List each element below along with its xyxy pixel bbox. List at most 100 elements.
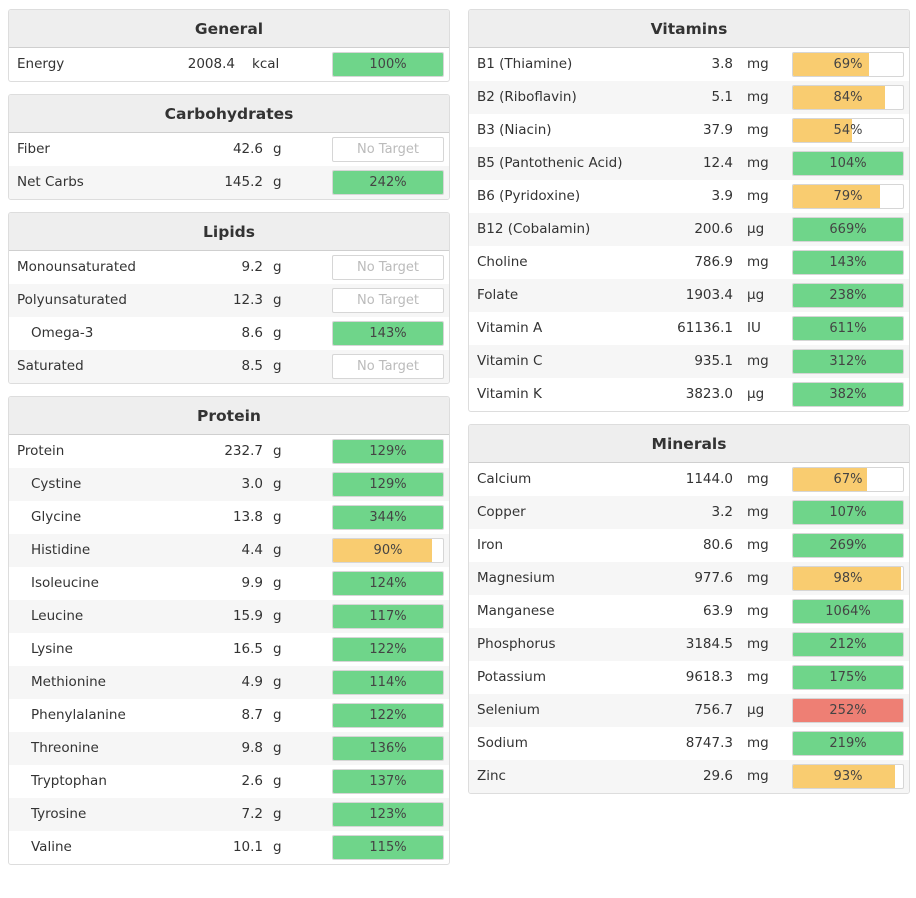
nutrient-row-leucine[interactable]: Leucine 15.9 g 117%: [9, 600, 449, 633]
target-progress-fill: [793, 86, 886, 109]
target-progress-bar: 90%: [332, 538, 444, 563]
target-progress-fill: [793, 468, 867, 491]
target-progress-bar: 117%: [332, 604, 444, 629]
nutrient-row-fiber[interactable]: Fiber 42.6 g No Target: [9, 133, 449, 166]
target-progress-fill: [793, 534, 903, 557]
target-percent-label: 98%: [833, 571, 863, 586]
nutrient-row-b1-thiamine[interactable]: B1 (Thiamine) 3.8 mg 69%: [469, 48, 909, 81]
target-progress-fill: [793, 732, 903, 755]
nutrient-row-selenium[interactable]: Selenium 756.7 µg 252%: [469, 694, 909, 727]
nutrient-row-energy[interactable]: Energy 2008.4 kcal 100%: [9, 48, 449, 81]
target-percent-label: 100%: [369, 57, 407, 72]
nutrient-row-b3-niacin[interactable]: B3 (Niacin) 37.9 mg 54%: [469, 114, 909, 147]
nutrient-row-phenylalanine[interactable]: Phenylalanine 8.7 g 122%: [9, 699, 449, 732]
target-progress-bar: 93%: [792, 764, 904, 789]
nutrient-row-saturated[interactable]: Saturated 8.5 g No Target: [9, 350, 449, 383]
nutrient-row-calcium[interactable]: Calcium 1144.0 mg 67%: [469, 463, 909, 496]
nutrient-row-iron[interactable]: Iron 80.6 mg 269%: [469, 529, 909, 562]
nutrient-row-net-carbs[interactable]: Net Carbs 145.2 g 242%: [9, 166, 449, 199]
nutrient-amount: 12.4: [702, 155, 733, 171]
panel-carbohydrates: Carbohydrates Fiber 42.6 g No Target Net Carb…: [8, 94, 450, 200]
target-progress-fill: [793, 152, 903, 175]
nutrient-amount: 3.2: [711, 504, 733, 520]
nutrient-unit: IU: [747, 320, 761, 336]
nutrient-amount: 4.9: [241, 674, 263, 690]
nutrient-row-tyrosine[interactable]: Tyrosine 7.2 g 123%: [9, 798, 449, 831]
target-percent-label: 212%: [829, 637, 867, 652]
nutrient-row-b2-riboflavin[interactable]: B2 (Riboflavin) 5.1 mg 84%: [469, 81, 909, 114]
nutrient-name: Polyunsaturated: [17, 292, 127, 308]
nutrient-row-folate[interactable]: Folate 1903.4 µg 238%: [469, 279, 909, 312]
nutrient-row-cystine[interactable]: Cystine 3.0 g 129%: [9, 468, 449, 501]
nutrient-name: Magnesium: [477, 570, 555, 586]
nutrient-name: Tyrosine: [31, 806, 87, 822]
nutrient-row-polyunsaturated[interactable]: Polyunsaturated 12.3 g No Target: [9, 284, 449, 317]
target-progress-bar: 382%: [792, 382, 904, 407]
target-progress-fill: [333, 770, 443, 793]
nutrient-unit: g: [273, 325, 282, 341]
nutrient-row-vitamin-c[interactable]: Vitamin C 935.1 mg 312%: [469, 345, 909, 378]
nutrient-row-histidine[interactable]: Histidine 4.4 g 90%: [9, 534, 449, 567]
target-percent-label: 312%: [829, 354, 867, 369]
nutrient-unit: mg: [747, 89, 769, 105]
nutrient-row-b12-cobalamin[interactable]: B12 (Cobalamin) 200.6 µg 669%: [469, 213, 909, 246]
nutrient-row-sodium[interactable]: Sodium 8747.3 mg 219%: [469, 727, 909, 760]
target-percent-label: 79%: [833, 189, 863, 204]
target-percent-label: 122%: [369, 642, 407, 657]
nutrient-row-zinc[interactable]: Zinc 29.6 mg 93%: [469, 760, 909, 793]
nutrient-row-glycine[interactable]: Glycine 13.8 g 344%: [9, 501, 449, 534]
nutrient-row-tryptophan[interactable]: Tryptophan 2.6 g 137%: [9, 765, 449, 798]
nutrient-row-omega-3[interactable]: Omega-3 8.6 g 143%: [9, 317, 449, 350]
nutrient-row-copper[interactable]: Copper 3.2 mg 107%: [469, 496, 909, 529]
left-column: General Energy 2008.4 kcal 100% Carbohydrates…: [8, 9, 450, 877]
target-progress-bar: No Target: [332, 137, 444, 162]
target-percent-label: 114%: [369, 675, 407, 690]
nutrient-amount: 786.9: [694, 254, 733, 270]
nutrient-row-phosphorus[interactable]: Phosphorus 3184.5 mg 212%: [469, 628, 909, 661]
nutrient-amount: 200.6: [694, 221, 733, 237]
nutrient-amount: 5.1: [711, 89, 733, 105]
nutrient-amount: 16.5: [232, 641, 263, 657]
target-progress-fill: [793, 350, 903, 373]
panel-title: Minerals: [469, 425, 909, 463]
nutrient-row-valine[interactable]: Valine 10.1 g 115%: [9, 831, 449, 864]
target-progress-bar: 129%: [332, 472, 444, 497]
nutrient-row-potassium[interactable]: Potassium 9618.3 mg 175%: [469, 661, 909, 694]
nutrient-amount: 1144.0: [685, 471, 733, 487]
nutrient-unit: mg: [747, 254, 769, 270]
target-progress-bar: 104%: [792, 151, 904, 176]
nutrient-row-vitamin-k[interactable]: Vitamin K 3823.0 µg 382%: [469, 378, 909, 411]
nutrient-row-isoleucine[interactable]: Isoleucine 9.9 g 124%: [9, 567, 449, 600]
nutrient-unit: mg: [747, 570, 769, 586]
nutrient-row-monounsaturated[interactable]: Monounsaturated 9.2 g No Target: [9, 251, 449, 284]
nutrient-row-protein[interactable]: Protein 232.7 g 129%: [9, 435, 449, 468]
target-percent-label: 669%: [829, 222, 867, 237]
nutrient-row-choline[interactable]: Choline 786.9 mg 143%: [469, 246, 909, 279]
nutrient-row-threonine[interactable]: Threonine 9.8 g 136%: [9, 732, 449, 765]
target-progress-fill: [793, 699, 903, 722]
target-percent-label: 123%: [369, 807, 407, 822]
target-progress-fill: [333, 539, 432, 562]
nutrient-name: Iron: [477, 537, 504, 553]
target-progress-fill: [793, 633, 903, 656]
nutrient-unit: mg: [747, 636, 769, 652]
target-percent-label: 129%: [369, 477, 407, 492]
target-percent-label: 54%: [833, 123, 863, 138]
target-progress-fill: [793, 284, 903, 307]
nutrient-row-methionine[interactable]: Methionine 4.9 g 114%: [9, 666, 449, 699]
nutrient-amount: 3.9: [711, 188, 733, 204]
nutrient-unit: g: [273, 674, 282, 690]
nutrient-row-magnesium[interactable]: Magnesium 977.6 mg 98%: [469, 562, 909, 595]
nutrient-row-manganese[interactable]: Manganese 63.9 mg 1064%: [469, 595, 909, 628]
nutrient-unit: mg: [747, 188, 769, 204]
nutrient-unit: g: [273, 773, 282, 789]
nutrient-amount: 61136.1: [677, 320, 733, 336]
nutrient-row-b5-pantothenic-acid[interactable]: B5 (Pantothenic Acid) 12.4 mg 104%: [469, 147, 909, 180]
nutrient-row-b6-pyridoxine[interactable]: B6 (Pyridoxine) 3.9 mg 79%: [469, 180, 909, 213]
target-percent-label: 129%: [369, 444, 407, 459]
nutrient-unit: mg: [747, 504, 769, 520]
nutrient-amount: 15.9: [232, 608, 263, 624]
target-progress-bar: 67%: [792, 467, 904, 492]
nutrient-row-vitamin-a[interactable]: Vitamin A 61136.1 IU 611%: [469, 312, 909, 345]
nutrient-row-lysine[interactable]: Lysine 16.5 g 122%: [9, 633, 449, 666]
